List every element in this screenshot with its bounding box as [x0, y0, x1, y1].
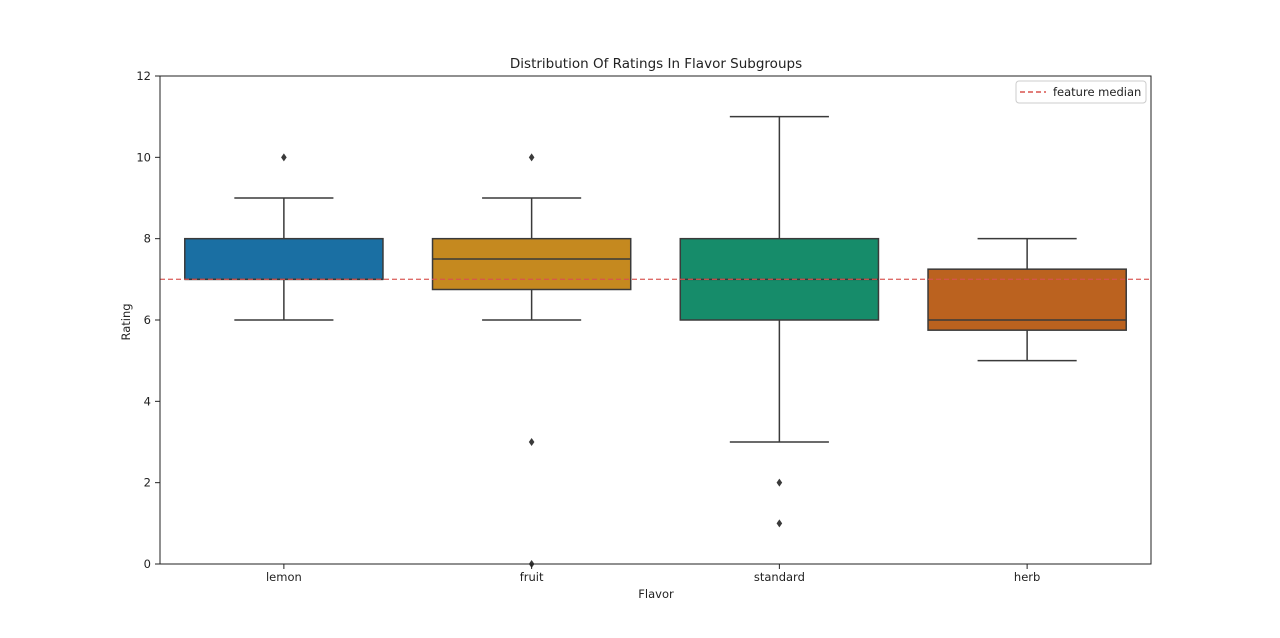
y-tick-label-4: 4: [144, 394, 151, 408]
y-tick-label-0: 0: [144, 557, 151, 571]
y-tick-label-10: 10: [136, 150, 151, 164]
outlier-standard-0: [776, 478, 783, 487]
y-tick-label-12: 12: [136, 69, 151, 83]
y-axis-label: Rating: [119, 303, 133, 340]
legend: feature median: [1015, 80, 1147, 104]
outlier-fruit-1: [528, 438, 535, 446]
legend-frame: [1015, 80, 1147, 104]
outlier-fruit-0: [528, 153, 535, 162]
box-lemon: [184, 237, 384, 281]
x-axis-label: Flavor: [638, 587, 674, 601]
x-tick-label-lemon: lemon: [266, 570, 302, 584]
plot-area: 0 2 4 6 8 10 12 lemon fruit standard herb: [136, 69, 1152, 584]
legend-label-feature-median: feature median: [1053, 85, 1141, 99]
box-herb: [927, 268, 1127, 331]
x-tick-label-fruit: fruit: [520, 570, 544, 584]
x-tick-label-herb: herb: [1014, 570, 1040, 584]
outlier-standard-1: [776, 519, 783, 528]
y-tick-label-8: 8: [144, 232, 151, 246]
x-tick-label-standard: standard: [754, 570, 805, 584]
y-tick-label-2: 2: [144, 476, 151, 490]
y-tick-label-6: 6: [144, 313, 151, 327]
outlier-lemon-0: [281, 153, 287, 162]
chart-title: Distribution Of Ratings In Flavor Subgro…: [510, 56, 802, 72]
box-fruit: [431, 237, 632, 291]
